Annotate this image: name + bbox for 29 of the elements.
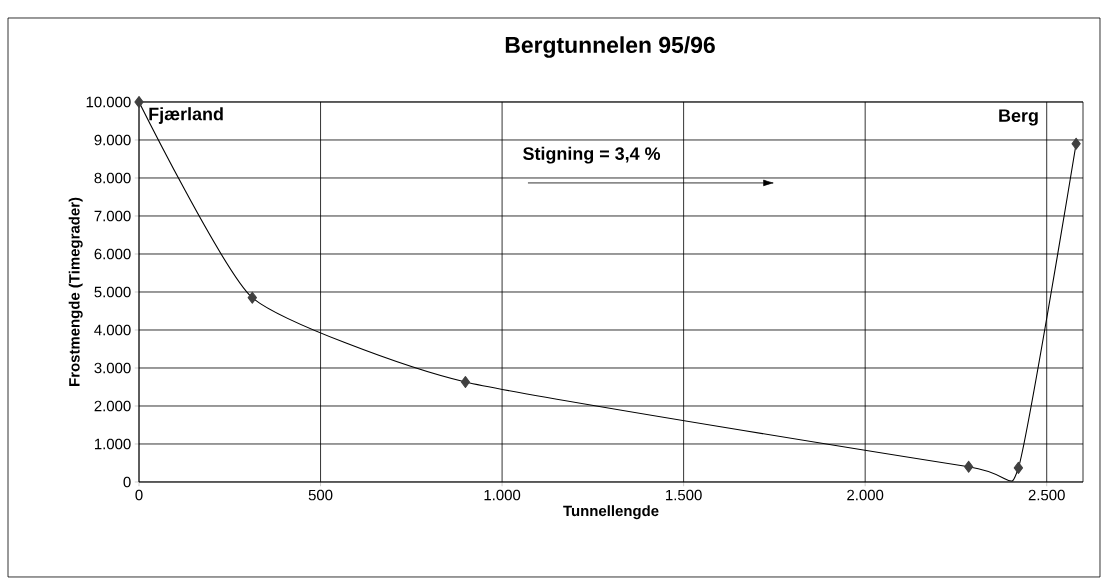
y-tick-label: 8.000 — [94, 172, 131, 184]
annotation: Berg — [999, 109, 1038, 126]
y-tick-label: 3.000 — [94, 362, 131, 374]
y-tick-label: 4.000 — [94, 324, 131, 336]
point — [134, 95, 144, 109]
chart-title: Bergtunnelen 95/96 — [505, 36, 715, 58]
x-tick-label: 500 — [308, 489, 333, 501]
y-tick-label: 6.000 — [94, 248, 131, 260]
y-tick-label: 9.000 — [94, 134, 131, 146]
x-tick-label: 0 — [135, 489, 143, 501]
point — [1013, 461, 1024, 474]
y-tick-label: 0 — [123, 476, 131, 488]
x-tick-label: 2.500 — [1028, 489, 1065, 501]
point — [460, 376, 471, 389]
x-axis-title: Tunnellengde — [563, 505, 659, 520]
annotation: Fjærland — [149, 107, 223, 124]
y-tick-label: 5.000 — [94, 286, 131, 298]
x-tick-label: 1.500 — [666, 489, 702, 501]
y-tick-label: 1.000 — [94, 438, 131, 450]
x-tick-label: 1.000 — [484, 489, 521, 501]
annotation: Stigning = 3,4 % — [523, 146, 661, 164]
x-tick-label: 2.000 — [847, 489, 884, 501]
y-tick-label: 10.000 — [86, 96, 131, 108]
y-axis-title: Frostmengde (Timegrader) — [68, 197, 83, 386]
point — [247, 291, 257, 304]
y-tick-label: 7.000 — [94, 210, 131, 222]
y-tick-label: 2.000 — [94, 400, 131, 412]
point — [1071, 137, 1081, 150]
point — [963, 460, 974, 473]
